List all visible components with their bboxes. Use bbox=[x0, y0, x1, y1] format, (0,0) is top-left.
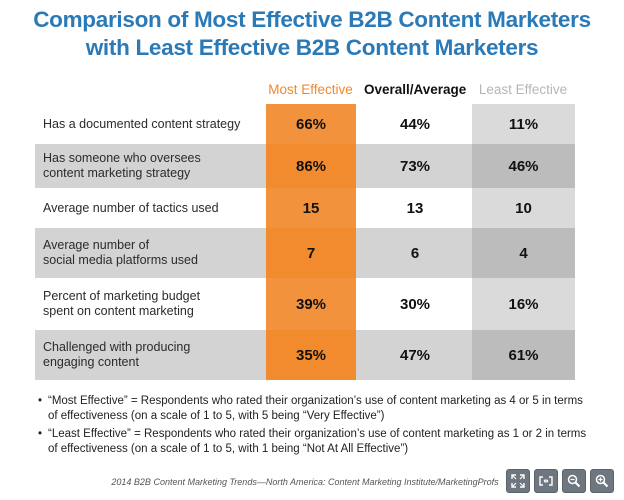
cell-most-effective: 86% bbox=[266, 144, 356, 188]
row-label-line: Average number of tactics used bbox=[43, 200, 219, 215]
row-label: Percent of marketing budget spent on cont… bbox=[43, 278, 268, 330]
table-row: Average number of social media platforms … bbox=[35, 228, 575, 278]
row-label: Has someone who oversees content marketi… bbox=[43, 144, 268, 188]
bullet: • bbox=[38, 395, 43, 407]
row-label-line: spent on content marketing bbox=[43, 304, 194, 318]
cell-overall-average: 73% bbox=[399, 157, 431, 175]
row-label-line: Average number of bbox=[43, 238, 150, 252]
cell-most-effective: 39% bbox=[266, 278, 356, 330]
cell-most-effective: 35% bbox=[266, 330, 356, 380]
row-label-line: engaging content bbox=[43, 355, 139, 369]
fit-to-width-icon bbox=[539, 476, 553, 486]
table-row: Average number of tactics used 15 13 10 bbox=[35, 188, 575, 228]
row-label-line: Percent of marketing budget bbox=[43, 289, 201, 303]
cell-least-effective: 46% bbox=[472, 144, 575, 188]
zoom-in-button[interactable] bbox=[590, 469, 614, 493]
cell-overall-average: 47% bbox=[399, 346, 431, 364]
cell-overall-average: 44% bbox=[399, 115, 431, 133]
row-label-line: Challenged with producing bbox=[43, 340, 191, 354]
footnote-line: of effectiveness (on a scale of 1 to 5, … bbox=[48, 410, 385, 422]
footnote-most-effective: • “Most Effective” = Respondents who rat… bbox=[38, 394, 598, 424]
footnote-line: “Most Effective” = Respondents who rated… bbox=[48, 395, 583, 407]
footnote-least-effective: • “Least Effective” = Respondents who ra… bbox=[38, 427, 598, 457]
zoom-out-icon bbox=[567, 474, 581, 488]
source-credit: 2014 B2B Content Marketing Trends—North … bbox=[111, 477, 499, 487]
footnotes: • “Most Effective” = Respondents who rat… bbox=[38, 394, 598, 460]
zoom-in-icon bbox=[595, 474, 609, 488]
table-row: Has someone who oversees content marketi… bbox=[35, 144, 575, 188]
row-label: Has a documented content strategy bbox=[43, 104, 268, 144]
table-row: Challenged with producing engaging conten… bbox=[35, 330, 575, 380]
zoom-out-button[interactable] bbox=[562, 469, 586, 493]
cell-overall-average: 30% bbox=[399, 295, 431, 313]
column-header-least-effective: Least Effective bbox=[478, 82, 568, 97]
row-label-line: Has someone who oversees bbox=[43, 151, 201, 165]
table-row: Has a documented content strategy 66% 44% 1… bbox=[35, 104, 575, 144]
row-label: Average number of social media platforms … bbox=[43, 228, 268, 278]
cell-least-effective: 4 bbox=[472, 228, 575, 278]
column-header-most-effective: Most Effective bbox=[268, 82, 353, 97]
chart-title: Comparison of Most Effective B2B Content… bbox=[0, 6, 624, 62]
footnote-line: of effectiveness (on a scale of 1 to 5, … bbox=[48, 443, 409, 455]
row-label-line: content marketing strategy bbox=[43, 166, 191, 180]
row-label: Challenged with producing engaging conten… bbox=[43, 330, 268, 380]
fullscreen-button[interactable] bbox=[506, 469, 530, 493]
footnote-line: “Least Effective” = Respondents who rate… bbox=[48, 428, 587, 440]
table-row: Percent of marketing budget spent on cont… bbox=[35, 278, 575, 330]
cell-overall-average: 13 bbox=[406, 199, 424, 217]
bullet: • bbox=[38, 428, 43, 440]
chart-title-line: Comparison of Most Effective B2B Content… bbox=[33, 7, 591, 32]
fit-to-width-button[interactable] bbox=[534, 469, 558, 493]
cell-overall-average: 6 bbox=[410, 244, 420, 262]
cell-least-effective: 61% bbox=[472, 330, 575, 380]
row-label-line: social media platforms used bbox=[43, 253, 198, 267]
cell-least-effective: 16% bbox=[472, 278, 575, 330]
cell-least-effective: 11% bbox=[472, 104, 575, 144]
column-header-overall-average: Overall/Average bbox=[364, 82, 467, 97]
cell-most-effective: 15 bbox=[266, 188, 356, 228]
row-label: Average number of tactics used bbox=[43, 188, 268, 228]
viewer-toolbar bbox=[506, 469, 614, 497]
cell-least-effective: 10 bbox=[472, 188, 575, 228]
fullscreen-icon bbox=[511, 474, 525, 488]
cell-most-effective: 66% bbox=[266, 104, 356, 144]
row-label-line: Has a documented content strategy bbox=[43, 116, 241, 131]
cell-most-effective: 7 bbox=[266, 228, 356, 278]
chart-title-line: with Least Effective B2B Content Markete… bbox=[85, 35, 539, 60]
